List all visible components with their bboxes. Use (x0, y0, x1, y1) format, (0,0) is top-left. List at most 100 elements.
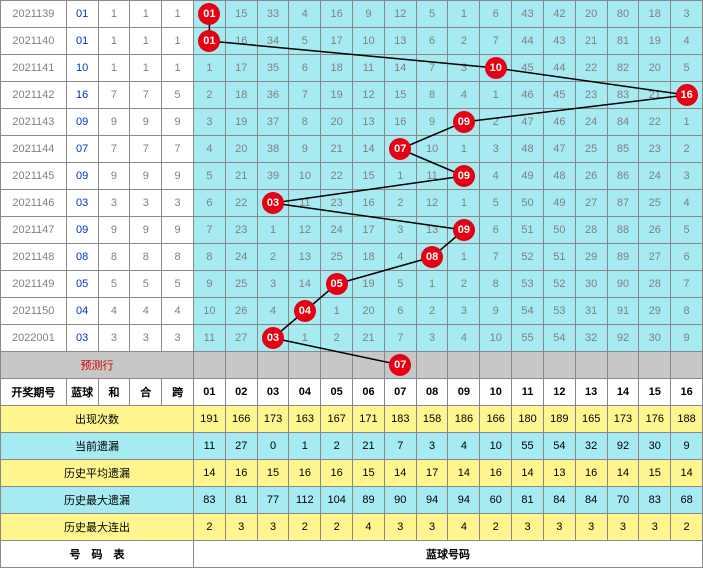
miss-cell: 15 (225, 1, 257, 28)
miss-cell: 20 (353, 298, 385, 325)
miss-cell: 89 (607, 244, 639, 271)
header-sum: 和 (98, 379, 130, 406)
footer-right: 蓝球号码 (193, 541, 702, 568)
miss-cell: 54 (512, 298, 544, 325)
miss-cell: 35 (257, 55, 289, 82)
miss-cell: 13 (353, 109, 385, 136)
stat-val: 60 (480, 487, 512, 514)
trend-cell: 03 (257, 325, 289, 352)
miss-cell: 84 (607, 109, 639, 136)
miss-cell: 28 (639, 271, 671, 298)
sum-cell: 9 (98, 217, 130, 244)
period-cell: 2021150 (1, 298, 67, 325)
miss-cell: 20 (639, 55, 671, 82)
miss-cell: 43 (543, 28, 575, 55)
sum-cell: 1 (98, 1, 130, 28)
header-num: 09 (448, 379, 480, 406)
miss-cell: 12 (384, 1, 416, 28)
miss-cell: 5 (480, 190, 512, 217)
miss-cell: 17 (225, 55, 257, 82)
stat-val: 21 (353, 433, 385, 460)
miss-cell: 13 (289, 244, 321, 271)
miss-cell: 42 (543, 1, 575, 28)
he-cell: 4 (130, 298, 162, 325)
miss-cell: 53 (543, 298, 575, 325)
blue-ball-value: 04 (66, 298, 98, 325)
miss-cell: 1 (416, 271, 448, 298)
stat-val: 3 (257, 514, 289, 541)
stat-val: 1 (289, 433, 321, 460)
miss-cell: 10 (480, 325, 512, 352)
miss-cell: 24 (575, 109, 607, 136)
stat-val: 167 (321, 406, 353, 433)
red-ball: 10 (485, 57, 507, 79)
trend-cell: 01 (193, 28, 225, 55)
miss-cell: 2 (448, 28, 480, 55)
stat-val: 15 (639, 460, 671, 487)
header-num: 10 (480, 379, 512, 406)
miss-cell: 6 (416, 28, 448, 55)
header-num: 07 (384, 379, 416, 406)
miss-cell: 5 (289, 28, 321, 55)
period-cell: 2021144 (1, 136, 67, 163)
blue-ball-value: 10 (66, 55, 98, 82)
stat-val: 15 (353, 460, 385, 487)
miss-cell: 1 (448, 244, 480, 271)
predict-label: 预测行 (1, 352, 194, 379)
miss-cell: 4 (384, 244, 416, 271)
miss-cell: 20 (225, 136, 257, 163)
miss-cell: 16 (384, 109, 416, 136)
miss-cell: 10 (416, 136, 448, 163)
header-kua: 跨 (162, 379, 194, 406)
miss-cell: 88 (607, 217, 639, 244)
sum-cell: 1 (98, 55, 130, 82)
miss-cell: 9 (193, 271, 225, 298)
stat-val: 15 (257, 460, 289, 487)
kua-cell: 8 (162, 244, 194, 271)
miss-cell: 80 (607, 1, 639, 28)
miss-cell: 49 (512, 163, 544, 190)
miss-cell: 46 (543, 109, 575, 136)
miss-cell: 19 (225, 109, 257, 136)
stat-val: 2 (480, 514, 512, 541)
miss-cell: 21 (225, 163, 257, 190)
miss-cell: 1 (671, 109, 703, 136)
miss-cell: 18 (225, 82, 257, 109)
trend-cell: 07 (384, 136, 416, 163)
predict-empty (416, 352, 448, 379)
stat-val: 16 (480, 460, 512, 487)
stat-val: 4 (353, 514, 385, 541)
miss-cell: 22 (639, 109, 671, 136)
miss-cell: 44 (543, 55, 575, 82)
predict-empty (480, 352, 512, 379)
blue-ball-value: 03 (66, 190, 98, 217)
period-cell: 2021149 (1, 271, 67, 298)
stat-val: 2 (289, 514, 321, 541)
miss-cell: 45 (512, 55, 544, 82)
stat-val: 92 (607, 433, 639, 460)
miss-cell: 83 (607, 82, 639, 109)
miss-cell: 16 (353, 190, 385, 217)
he-cell: 1 (130, 1, 162, 28)
miss-cell: 24 (225, 244, 257, 271)
miss-cell: 3 (480, 136, 512, 163)
miss-cell: 12 (416, 190, 448, 217)
miss-cell: 6 (289, 55, 321, 82)
stat-val: 14 (512, 460, 544, 487)
he-cell: 5 (130, 271, 162, 298)
miss-cell: 82 (607, 55, 639, 82)
miss-cell: 19 (321, 82, 353, 109)
stat-val: 3 (607, 514, 639, 541)
sum-cell: 4 (98, 298, 130, 325)
miss-cell: 19 (639, 28, 671, 55)
red-ball: 09 (453, 165, 475, 187)
red-ball: 16 (676, 84, 698, 106)
red-ball: 01 (198, 3, 220, 25)
miss-cell: 32 (575, 325, 607, 352)
miss-cell: 30 (639, 325, 671, 352)
miss-cell: 9 (671, 325, 703, 352)
miss-cell: 17 (321, 28, 353, 55)
miss-cell: 2 (257, 244, 289, 271)
miss-cell: 2 (448, 271, 480, 298)
miss-cell: 2 (193, 82, 225, 109)
